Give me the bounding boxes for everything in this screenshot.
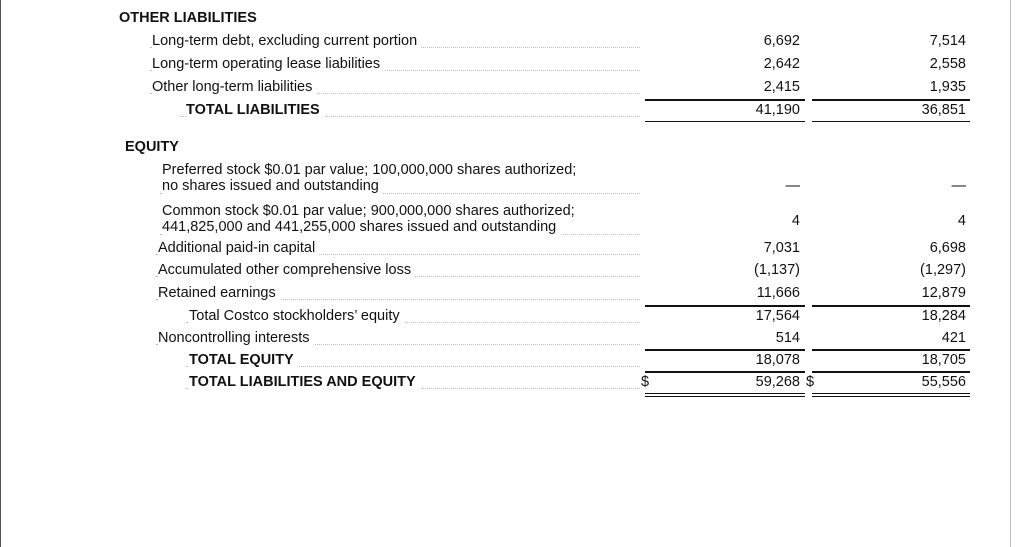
rule (645, 99, 805, 101)
rule (645, 349, 805, 351)
rule (812, 349, 970, 351)
row-label: Noncontrolling interests (158, 330, 314, 346)
rule (812, 99, 970, 101)
row-retained-earnings: Retained earnings 11,666 12,879 (0, 285, 1017, 305)
rule (645, 305, 805, 307)
value-prior: 12,879 (921, 285, 966, 301)
row-long-term-debt: Long-term debt, excluding current portio… (0, 33, 1017, 53)
row-common-stock: Common stock $0.01 par value; 900,000,00… (0, 204, 1017, 240)
rule (812, 121, 970, 122)
rule (645, 121, 805, 122)
value-current: 41,190 (755, 102, 800, 118)
row-aocl: Accumulated other comprehensive loss (1,1… (0, 262, 1017, 282)
double-rule (812, 393, 970, 397)
dot-leader (180, 102, 640, 117)
row-total-liabilities-equity: TOTAL LIABILITIES AND EQUITY $ $ 59,268 5… (0, 374, 1017, 394)
value-current: — (785, 178, 801, 194)
value-current: 6,692 (763, 33, 800, 49)
double-rule (645, 393, 805, 397)
row-label: Long-term operating lease liabilities (152, 56, 385, 72)
value-prior: 55,556 (921, 374, 966, 390)
row-label: Total Costco stockholders’ equity (189, 308, 404, 324)
row-label-line1: Preferred stock $0.01 par value; 100,000… (162, 163, 581, 178)
dot-leader (156, 285, 640, 300)
row-operating-lease: Long-term operating lease liabilities 2,6… (0, 56, 1017, 76)
row-total-liabilities: TOTAL LIABILITIES 41,190 36,851 (0, 102, 1017, 122)
value-prior: — (951, 178, 967, 194)
value-prior: (1,297) (920, 262, 966, 278)
row-label: TOTAL LIABILITIES (186, 102, 324, 118)
row-label-line1: Common stock $0.01 par value; 900,000,00… (162, 204, 579, 219)
value-current: 11,666 (756, 285, 800, 301)
equity-heading: EQUITY (0, 139, 1017, 159)
row-label: Accumulated other comprehensive loss (158, 262, 416, 278)
rule (812, 371, 970, 373)
value-prior: 2,558 (929, 56, 966, 72)
value-prior: 18,284 (921, 308, 966, 324)
dot-leader (150, 56, 640, 71)
other-liabilities-heading: OTHER LIABILITIES (0, 10, 1017, 30)
rule (645, 371, 805, 373)
row-label-line2: 441,825,000 and 441,255,000 shares issue… (162, 220, 561, 235)
currency-symbol: $ (806, 374, 815, 390)
value-current: 17,564 (755, 308, 800, 324)
heading-text: EQUITY (125, 139, 183, 155)
dot-leader (156, 240, 640, 255)
value-prior: 1,935 (929, 79, 966, 95)
currency-symbol: $ (641, 374, 650, 390)
row-stockholders-equity: Total Costco stockholders’ equity 17,564 1… (0, 308, 1017, 328)
dot-leader (160, 179, 640, 194)
dot-leader (186, 308, 640, 323)
dot-leader (156, 330, 640, 345)
row-label: Retained earnings (158, 285, 280, 301)
value-current: 2,642 (763, 56, 800, 72)
value-prior: 36,851 (921, 102, 966, 118)
row-preferred-stock: Preferred stock $0.01 par value; 100,000… (0, 163, 1017, 199)
row-label: Additional paid-in capital (158, 240, 320, 256)
row-apic: Additional paid-in capital 7,031 6,698 (0, 240, 1017, 260)
dot-leader (150, 79, 640, 94)
row-noncontrolling: Noncontrolling interests 514 421 (0, 330, 1017, 350)
value-prior: 7,514 (929, 33, 966, 49)
value-prior: 4 (957, 213, 966, 229)
row-label: Long-term debt, excluding current portio… (152, 33, 422, 49)
row-other-long-term: Other long-term liabilities 2,415 1,935 (0, 79, 1017, 99)
value-current: 59,268 (755, 374, 800, 390)
value-current: 514 (775, 330, 800, 346)
value-current: 4 (791, 213, 800, 229)
row-label-line2: no shares issued and outstanding (162, 179, 383, 194)
value-prior: 18,705 (921, 352, 966, 368)
value-current: 2,415 (763, 79, 800, 95)
row-label: TOTAL EQUITY (189, 352, 298, 368)
heading-text: OTHER LIABILITIES (119, 10, 261, 26)
value-current: 18,078 (755, 352, 800, 368)
value-prior: 6,698 (929, 240, 966, 256)
rule (812, 305, 970, 307)
row-label: Other long-term liabilities (152, 79, 317, 95)
dot-leader (186, 352, 640, 367)
value-prior: 421 (941, 330, 966, 346)
row-label: TOTAL LIABILITIES AND EQUITY (189, 374, 420, 390)
value-current: (1,137) (754, 262, 800, 278)
row-total-equity: TOTAL EQUITY 18,078 18,705 (0, 352, 1017, 372)
value-current: 7,031 (763, 240, 800, 256)
